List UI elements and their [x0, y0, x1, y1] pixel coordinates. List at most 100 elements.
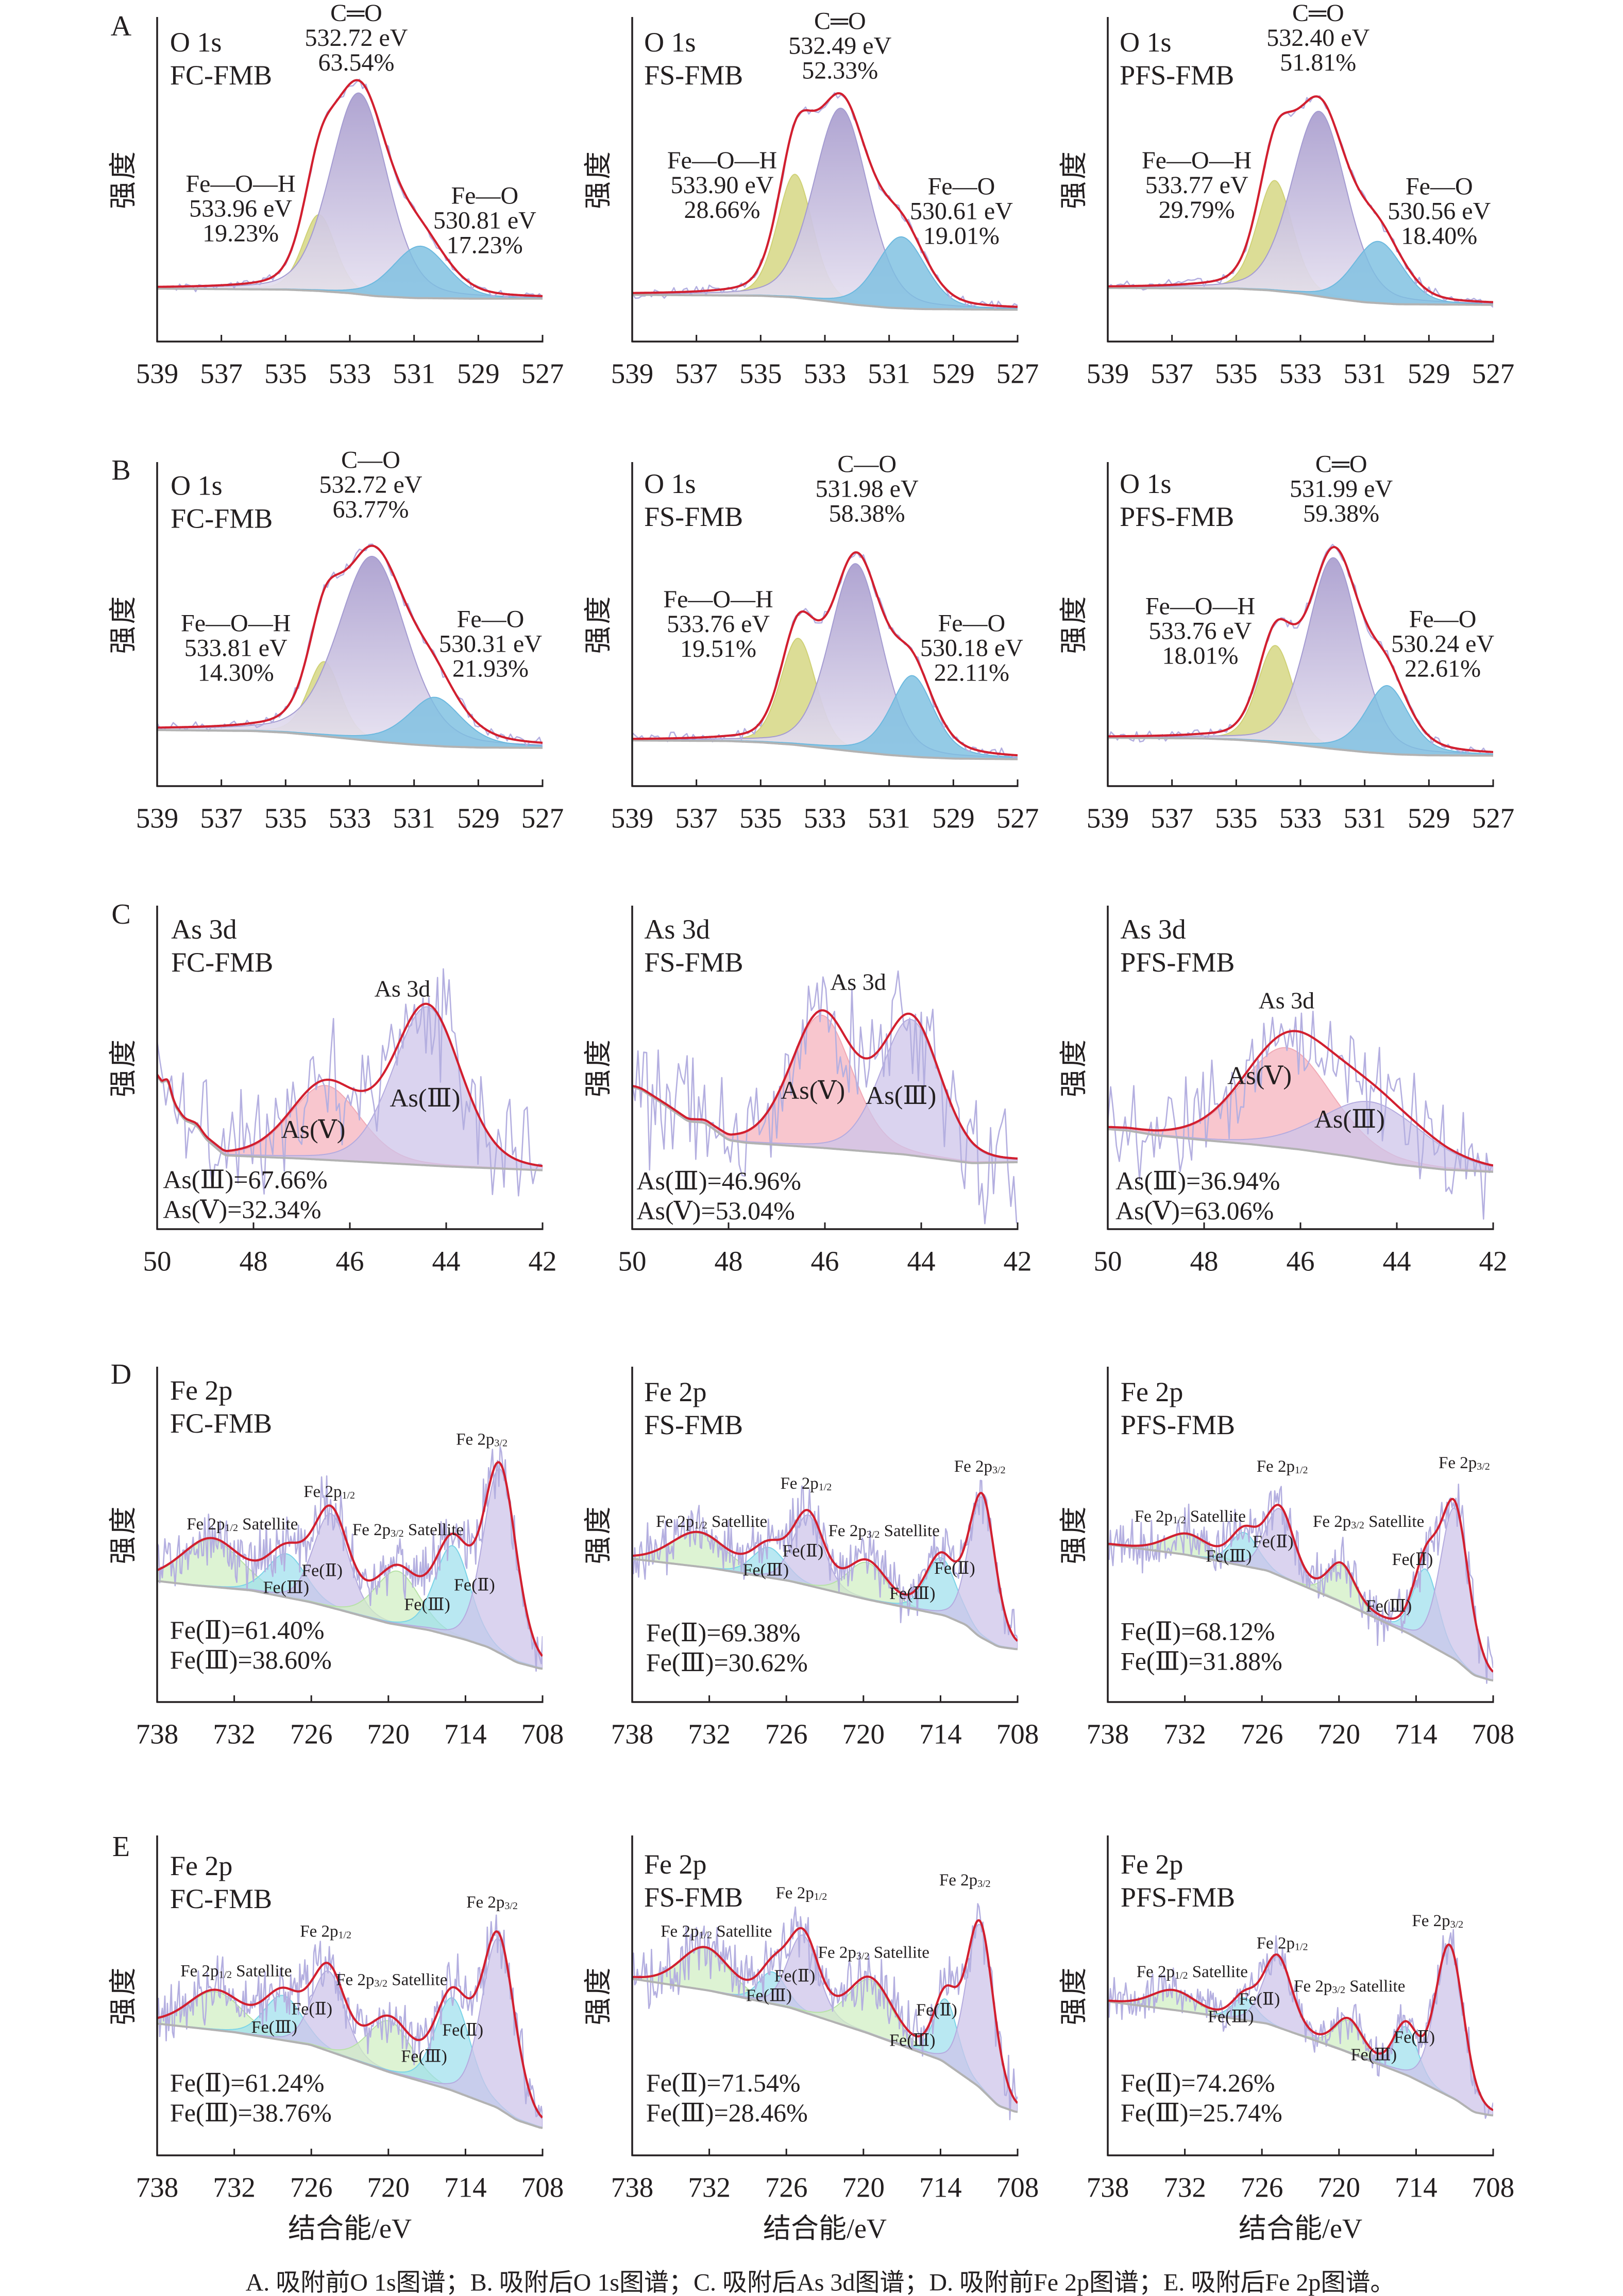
annotation-peak: Fe—O—H 533.77 eV 29.79% [1142, 147, 1252, 224]
sample-name: FC-FMB [170, 1883, 272, 1914]
label-main: Fe 2p [303, 1483, 342, 1501]
annotation-line: Fe—O [1406, 173, 1473, 200]
x-tick-label: 732 [213, 1719, 256, 1750]
subplot-b-fs-fmb-o-1s: 539 537 535 533 531 529 527 强度 O 1s FS-FMB C—O 531.… [583, 450, 1039, 834]
spectrum-title: O 1s [170, 27, 222, 58]
x-tick-label: 732 [213, 2172, 256, 2203]
annotation-line: Fe(Ⅱ)=68.12% [1121, 1617, 1275, 1646]
annotation-line: Fe—O [457, 606, 525, 633]
annotation-title: O 1s FC-FMB [171, 470, 273, 534]
spectrum-title: Fe 2p [170, 1850, 233, 1881]
annotation-title: Fe 2p FC-FMB [170, 1850, 272, 1914]
fit-envelope-line [632, 551, 1018, 757]
y-axis-title: 强度 [583, 1966, 614, 2026]
annotation-line: Fe(Ⅱ)=71.54% [646, 2068, 801, 2097]
annotation-line: Fe(Ⅲ) [1206, 1546, 1252, 1566]
annotation-fe-state: Fe(Ⅱ) [1253, 1532, 1294, 1551]
annotation-fe-state: Fe(Ⅱ) [291, 2000, 332, 2019]
annotation-line: 531.99 eV [1290, 475, 1393, 502]
x-tick-label: 708 [521, 2172, 564, 2203]
label-subscript: 1/2 [699, 1929, 712, 1941]
x-tick-label: 720 [1318, 2172, 1361, 2203]
panel-label-e: E [112, 1831, 130, 1863]
x-tick-label: 738 [1087, 1719, 1129, 1750]
annotation-stat: As(Ⅲ)=36.94% As(Ⅴ)=63.06% [1115, 1166, 1280, 1225]
annotation-stat: Fe(Ⅱ)=61.24% Fe(Ⅲ)=38.76% [170, 2068, 332, 2127]
annotation-title: Fe 2p PFS-FMB [1121, 1849, 1235, 1913]
annotation-title: Fe 2p PFS-FMB [1121, 1376, 1235, 1440]
x-tick-label: 533 [329, 358, 371, 389]
annotation-fe-label: Fe 2p1/2 [1257, 1457, 1308, 1476]
x-tick-label: 738 [136, 1719, 179, 1750]
label-subscript: 3/2 [977, 1878, 991, 1890]
annotation-fe-state: Fe(Ⅲ) [1351, 2046, 1397, 2065]
annotation-line: C═O [1315, 450, 1367, 478]
annotation-title: O 1s FS-FMB [644, 27, 743, 91]
annotation-title: Fe 2p FS-FMB [644, 1376, 743, 1440]
x-tick-label: 529 [457, 358, 500, 389]
subplot-b-fc-fmb-o-1s: 539 537 535 533 531 529 527 强度 O 1s FC-FMB C—O 532.… [108, 447, 564, 834]
label-main: Fe 2p [780, 1474, 818, 1493]
annotation-line: 63.54% [318, 49, 394, 76]
annotation-peak: Fe—O 530.81 eV 17.23% [433, 182, 536, 259]
x-tick-label: 708 [1472, 1719, 1515, 1750]
x-tick-label: 48 [240, 1246, 268, 1277]
annotation-title: Fe 2p FS-FMB [644, 1849, 743, 1913]
x-tick-label: 539 [1087, 803, 1129, 834]
label-subscript: 3/2 [494, 1437, 508, 1449]
annotation-line: Fe(Ⅲ)=38.76% [170, 2098, 332, 2127]
sample-name: FS-FMB [644, 501, 743, 532]
annotation-line: As(Ⅴ) [1227, 1061, 1292, 1090]
annotation-title: As 3d FS-FMB [644, 914, 743, 978]
annotation-line: 530.24 eV [1391, 631, 1494, 658]
y-axis-title: 强度 [583, 594, 614, 654]
annotation-fe-label: Fe 2p1/2 [303, 1483, 355, 1501]
x-tick-label: 531 [1343, 358, 1386, 389]
x-tick-label: 537 [1151, 803, 1193, 834]
annotation-title: O 1s PFS-FMB [1120, 27, 1234, 91]
annotation-line: 530.61 eV [910, 197, 1013, 225]
label-main: Fe 2p [180, 1962, 218, 1980]
annotation-line: C—O [341, 447, 400, 474]
annotation-line: Fe(Ⅲ)=30.62% [646, 1648, 808, 1677]
x-tick-label: 714 [919, 1719, 962, 1750]
annotation-fe-label: Fe 2p1/2 Satellite [661, 1922, 772, 1941]
x-tick-label: 726 [765, 1719, 808, 1750]
annotation-line: Fe 2p1/2 Satellite [656, 1512, 767, 1531]
panel-label-c: C [111, 898, 130, 930]
y-axis-title: 强度 [1058, 149, 1089, 209]
annotation-line: Fe(Ⅲ) [1351, 2046, 1397, 2065]
annotation-line: Fe—O [1409, 606, 1477, 633]
annotation-line: C═O [330, 0, 382, 27]
x-tick-label: 732 [1163, 2172, 1206, 2203]
annotation-line: Fe 2p1/2 [1257, 1457, 1308, 1476]
annotation-stat: Fe(Ⅱ)=74.26% Fe(Ⅲ)=25.74% [1121, 2068, 1282, 2127]
x-tick-label: 732 [688, 2172, 731, 2203]
x-tick-label: 50 [618, 1246, 647, 1277]
label-subscript: 1/2 [342, 1490, 355, 1501]
annotation-as-label: As(Ⅲ) [390, 1083, 460, 1112]
annotation-peak: Fe—O 530.24 eV 22.61% [1391, 606, 1494, 683]
x-tick-label: 527 [1472, 358, 1515, 389]
annotation-line: Fe—O—H [1142, 147, 1252, 174]
label-subscript: 3/2 [374, 1978, 387, 1989]
x-tick-label: 527 [521, 803, 564, 834]
label-subscript: 3/2 [504, 1900, 518, 1912]
x-tick-label: 537 [675, 358, 718, 389]
x-tick-label: 44 [1383, 1246, 1411, 1277]
x-tick-label: 527 [521, 358, 564, 389]
spectrum-title: Fe 2p [644, 1376, 707, 1407]
annotation-fe-state: Fe(Ⅲ) [404, 1595, 450, 1614]
annotation-line: Fe(Ⅲ) [251, 2018, 297, 2037]
annotation-line: Fe(Ⅱ) [291, 2000, 332, 2019]
label-main: Fe 2p [1135, 1507, 1173, 1526]
x-tick-label: 726 [1241, 2172, 1283, 2203]
y-axis-title: 强度 [108, 1505, 139, 1564]
annotation-line: Fe(Ⅲ)=38.60% [170, 1645, 332, 1674]
x-tick-label: 529 [932, 803, 975, 834]
x-tick-label: 531 [868, 803, 910, 834]
x-tick-label: 708 [996, 1719, 1039, 1750]
